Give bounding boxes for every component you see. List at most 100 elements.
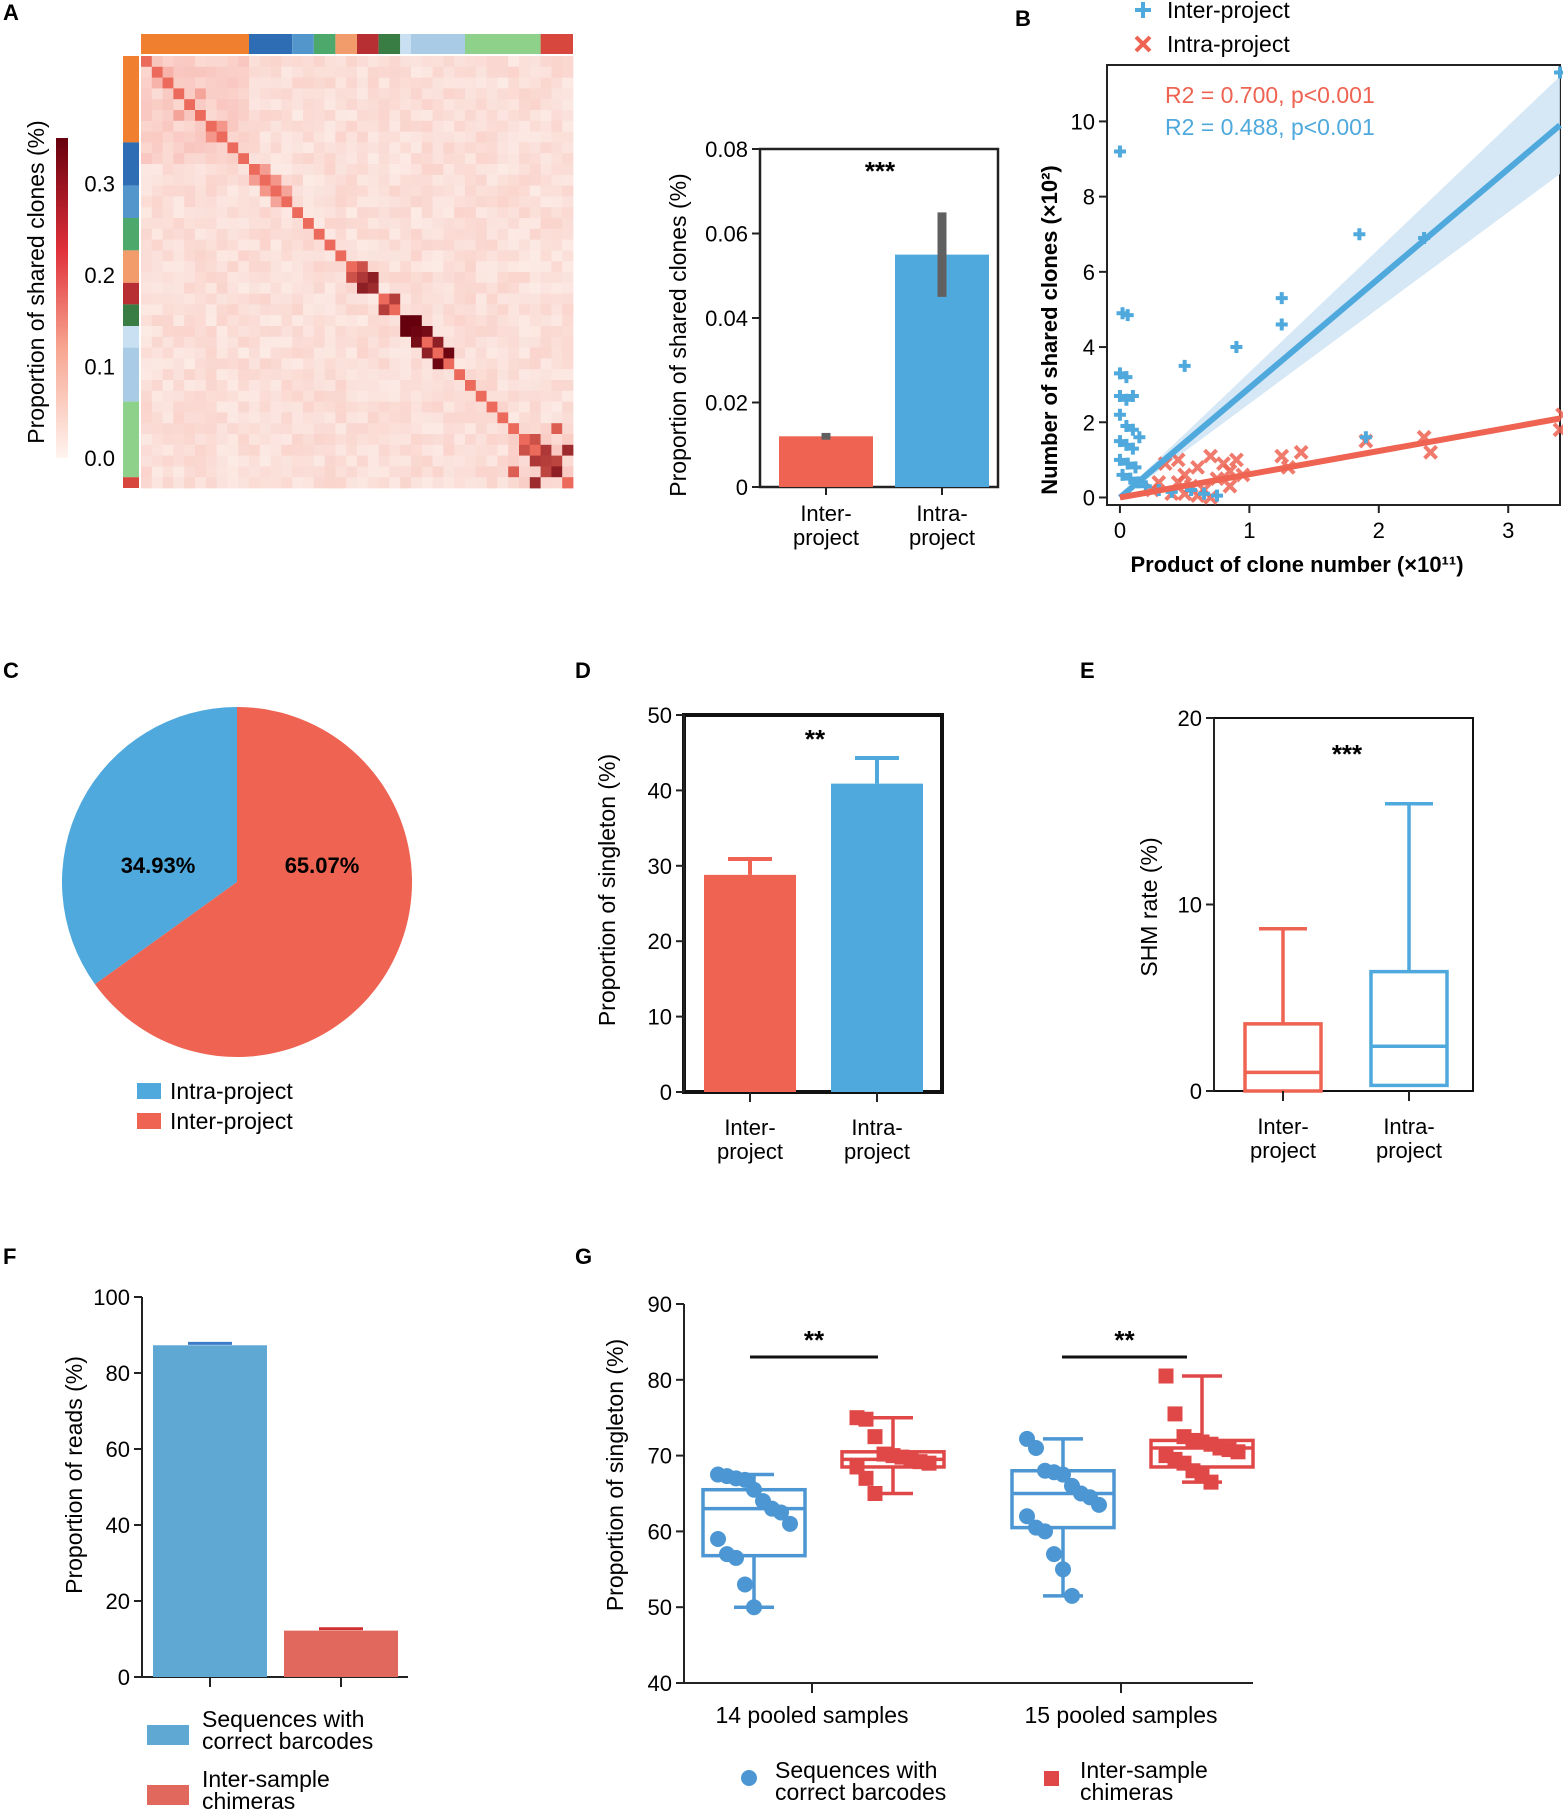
b-point-inter-plus — [1116, 468, 1129, 481]
heatmap-cell — [151, 164, 163, 176]
heatmap-cell — [519, 120, 531, 132]
heatmap-cell — [281, 444, 293, 456]
heatmap-cell — [238, 131, 250, 143]
heatmap-cell — [205, 250, 217, 262]
heatmap-cell — [205, 110, 217, 122]
heatmap-cell — [519, 444, 531, 456]
heatmap-cell — [292, 110, 304, 122]
heatmap-cell — [303, 477, 315, 489]
heatmap-cell — [346, 390, 358, 402]
heatmap-cell — [400, 455, 412, 467]
heatmap-cell — [357, 380, 369, 392]
heatmap-cell — [162, 77, 174, 89]
heatmap-cell — [378, 228, 390, 240]
heatmap-cell — [475, 174, 487, 186]
heatmap-cell — [357, 99, 369, 111]
heatmap-cell — [335, 455, 347, 467]
heatmap-cell — [432, 412, 444, 424]
heatmap-cell — [238, 347, 250, 359]
heatmap-cell — [292, 304, 304, 316]
heatmap-cell — [281, 326, 293, 338]
heatmap-cell — [151, 358, 163, 370]
heatmap-cell — [141, 444, 153, 456]
heatmap-cell — [486, 120, 498, 132]
heatmap-cell — [519, 466, 531, 478]
heatmap-cell — [216, 434, 228, 446]
heatmap-cell — [195, 455, 207, 467]
heatmap-cell — [529, 239, 541, 251]
g-y-tick-label: 70 — [648, 1444, 672, 1469]
heatmap-cell — [249, 423, 261, 435]
heatmap-cell — [292, 207, 304, 219]
heatmap-cell — [519, 250, 531, 262]
heatmap-cell — [367, 293, 379, 305]
heatmap-cell — [324, 272, 336, 284]
heatmap-cell — [270, 423, 282, 435]
heatmap-cell — [508, 369, 520, 381]
b-point-inter-plus — [1121, 309, 1134, 322]
heatmap-cell — [216, 142, 228, 154]
heatmap-cell — [421, 477, 433, 489]
heatmap-cell — [324, 228, 336, 240]
heatmap-cell — [184, 326, 196, 338]
heatmap-cell — [411, 412, 423, 424]
heatmap-cell — [216, 412, 228, 424]
g-y-tick-label: 90 — [648, 1292, 672, 1317]
heatmap-cell — [529, 77, 541, 89]
g-point-circle — [746, 1599, 762, 1616]
heatmap-cell — [465, 304, 477, 316]
heatmap-cell — [400, 272, 412, 284]
g-point-square — [867, 1486, 883, 1501]
heatmap-cell — [216, 66, 228, 78]
heatmap-cell — [475, 326, 487, 338]
heatmap-cell — [313, 369, 325, 381]
heatmap-cell — [357, 477, 369, 489]
heatmap-cell — [281, 120, 293, 132]
heatmap-cell — [465, 228, 477, 240]
heatmap-cell — [313, 401, 325, 413]
heatmap-cell — [238, 390, 250, 402]
heatmap-cell — [540, 401, 552, 413]
b-point-inter-plus — [1121, 457, 1134, 470]
heatmap-cell — [249, 250, 261, 262]
e-significance: *** — [1332, 739, 1363, 769]
heatmap-cell — [540, 196, 552, 208]
heatmap-cell — [357, 261, 369, 273]
heatmap-cell — [151, 153, 163, 165]
heatmap-cell — [443, 56, 455, 68]
heatmap-cell — [378, 369, 390, 381]
heatmap-cell — [421, 207, 433, 219]
heatmap-cell — [313, 336, 325, 348]
heatmap-cell — [227, 174, 239, 186]
heatmap-cell — [400, 401, 412, 413]
heatmap-cell — [205, 347, 217, 359]
g-legend-square-marker — [1044, 1771, 1059, 1786]
heatmap-cell — [389, 120, 401, 132]
heatmap-cell — [205, 326, 217, 338]
heatmap-cell — [378, 380, 390, 392]
e-x-tick-label: Inter-project — [1250, 1114, 1316, 1163]
heatmap-cell — [475, 99, 487, 111]
heatmap-cell — [184, 77, 196, 89]
heatmap-cell — [281, 401, 293, 413]
heatmap-cell — [443, 282, 455, 294]
panel-g-box-chart: Proportion of singleton (%) 405060708090… — [602, 1292, 1255, 1805]
heatmap-cell — [270, 239, 282, 251]
g-point-square — [1167, 1406, 1183, 1422]
heatmap-cell — [508, 153, 520, 165]
heatmap-cell — [497, 326, 509, 338]
heatmap-group-bar-left — [123, 347, 139, 402]
d-x-tick-label: Inter-project — [717, 1115, 783, 1164]
heatmap-cell — [475, 153, 487, 165]
heatmap-cell — [303, 56, 315, 68]
heatmap-cell — [259, 336, 271, 348]
heatmap-cell — [551, 347, 563, 359]
heatmap-cell — [421, 412, 433, 424]
heatmap-cell — [238, 315, 250, 327]
heatmap-cell — [367, 455, 379, 467]
heatmap-cell — [346, 336, 358, 348]
heatmap-cell — [335, 304, 347, 316]
heatmap-cell — [205, 142, 217, 154]
heatmap-cell — [303, 358, 315, 370]
heatmap-cell — [173, 261, 185, 273]
